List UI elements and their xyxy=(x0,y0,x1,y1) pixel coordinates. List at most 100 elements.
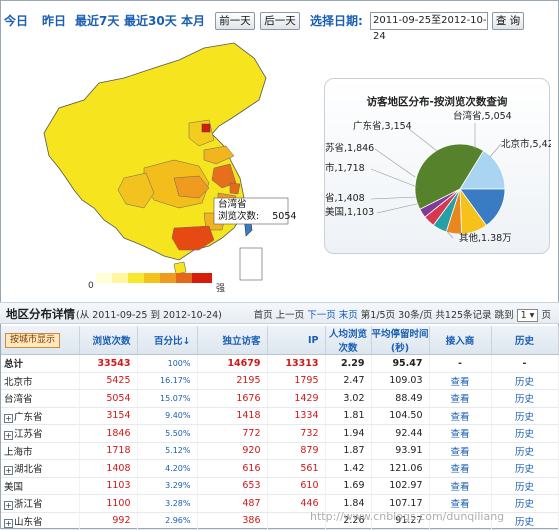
region-beijing[interactable] xyxy=(201,123,211,133)
col-city-toggle[interactable]: 按城市显示 xyxy=(1,326,80,355)
table-row: + 山东省 992 2.96% 386 2.26 91.27 历史 xyxy=(1,512,559,530)
isp-link[interactable]: 查看 xyxy=(429,459,492,478)
query-button[interactable]: 查 询 xyxy=(492,12,524,30)
total-name: 总计 xyxy=(1,354,80,373)
ip-value: 610 xyxy=(267,477,326,495)
page-select[interactable]: 1 ▾ xyxy=(516,309,539,322)
unique-value: 1676 xyxy=(197,389,268,408)
isp-link[interactable]: 查看 xyxy=(429,494,492,513)
isp-link[interactable]: 查看 xyxy=(429,442,492,460)
views-value: 5425 xyxy=(79,372,138,390)
region-shanghai[interactable] xyxy=(229,182,241,195)
percent-value: 3.29% xyxy=(137,477,198,495)
col-unique[interactable]: 独立访客 xyxy=(197,326,268,355)
expand-plus-icon[interactable]: + xyxy=(4,518,13,528)
ip-value: 879 xyxy=(267,442,326,460)
col-avg-stay[interactable]: 平均停留时间(秒) xyxy=(371,326,430,355)
range-this-month[interactable]: 本月 xyxy=(181,14,206,28)
range-last-7-days[interactable]: 最近7天 xyxy=(75,14,120,28)
pie-title: 访客地区分布-按浏览次数查询 xyxy=(366,96,508,108)
avg-views-value: 1.84 xyxy=(325,494,372,513)
col-avg-views[interactable]: 人均浏览次数 xyxy=(325,326,372,355)
col-views[interactable]: 浏览次数 xyxy=(79,326,138,355)
total-row: 总计 33543 100% 14679 13313 2.29 95.47 - - xyxy=(1,354,559,373)
map-tooltip xyxy=(213,197,289,225)
region-name-text: 广东省 xyxy=(14,411,43,423)
isp-link[interactable]: 查看 xyxy=(429,477,492,495)
pie-label: 其他,1.38万 xyxy=(459,232,512,244)
ip-value: 732 xyxy=(267,424,326,443)
unique-value: 653 xyxy=(197,477,268,495)
pie-label: 北京市,5,42 xyxy=(501,138,551,150)
pager-prev[interactable]: 上一页 xyxy=(275,310,305,321)
col-ip[interactable]: IP xyxy=(267,326,326,355)
region-hubei[interactable] xyxy=(173,175,210,199)
city-toggle-button[interactable]: 按城市显示 xyxy=(5,332,61,348)
pie-slice[interactable] xyxy=(459,150,506,190)
history-link[interactable]: 历史 xyxy=(491,494,559,513)
history-link[interactable]: 历史 xyxy=(491,407,559,425)
isp-link[interactable]: 查看 xyxy=(429,407,492,425)
next-day-button[interactable]: 后一天 xyxy=(260,12,300,30)
history-link[interactable]: 历史 xyxy=(491,442,559,460)
total-views: 33543 xyxy=(79,354,138,373)
unique-value: 386 xyxy=(197,512,268,530)
region-name: + 江苏省 xyxy=(1,424,80,443)
unique-value: 487 xyxy=(197,494,268,513)
expand-plus-icon[interactable]: + xyxy=(4,466,13,476)
avg-views-value: 1.42 xyxy=(325,459,372,478)
percent-value: 15.07% xyxy=(137,389,198,408)
col-percent[interactable]: 百分比↓ xyxy=(137,326,198,355)
expand-plus-icon[interactable]: + xyxy=(4,501,13,511)
isp-link[interactable]: 查看 xyxy=(429,372,492,390)
pie-slice[interactable] xyxy=(414,143,485,210)
percent-value: 16.17% xyxy=(137,372,198,390)
isp-link[interactable]: 查看 xyxy=(429,389,492,408)
unique-value: 772 xyxy=(197,424,268,443)
details-title: 地区分布详情 xyxy=(6,307,75,321)
date-range-input[interactable]: 2011-09-25至2012-10-24 xyxy=(370,12,488,42)
region-name: + 山东省 xyxy=(1,512,80,530)
total-unique: 14679 xyxy=(197,354,268,373)
map-tooltip-text: 台湾省 浏览次数: 5054 xyxy=(218,199,296,223)
avg-views-value: 1.69 xyxy=(325,477,372,495)
avg-stay-value: 93.91 xyxy=(371,442,430,460)
avg-views-value: 1.94 xyxy=(325,424,372,443)
table-header-row: 按城市显示 浏览次数 百分比↓ 独立访客 IP 人均浏览次数 平均停留时间(秒)… xyxy=(1,326,559,355)
views-value: 5054 xyxy=(79,389,138,408)
china-outline[interactable] xyxy=(43,42,267,261)
region-name-text: 江苏省 xyxy=(14,429,43,441)
prev-day-button[interactable]: 前一天 xyxy=(215,12,255,30)
region-jiangsu[interactable] xyxy=(211,163,237,189)
range-today[interactable]: 今日 xyxy=(4,14,29,28)
region-hainan[interactable] xyxy=(173,261,187,275)
ip-value: 1429 xyxy=(267,389,326,408)
isp-link[interactable]: 查看 xyxy=(429,424,492,443)
region-guangdong[interactable] xyxy=(171,225,215,251)
percent-value: 5.12% xyxy=(137,442,198,460)
range-last-30-days[interactable]: 最近30天 xyxy=(124,14,177,28)
pager-next[interactable]: 下一页 xyxy=(307,310,336,321)
history-link[interactable]: 历史 xyxy=(491,389,559,408)
expand-plus-icon[interactable]: + xyxy=(4,413,13,423)
history-link[interactable]: 历史 xyxy=(491,459,559,478)
unique-value: 1418 xyxy=(197,407,268,425)
pager-last[interactable]: 末页 xyxy=(338,310,358,321)
legend-gradient xyxy=(96,273,212,283)
expand-plus-icon[interactable]: + xyxy=(4,431,13,441)
tooltip-value: 5054 xyxy=(272,211,297,222)
history-link[interactable]: 历史 xyxy=(491,477,559,495)
col-isp: 接入商 xyxy=(429,326,492,355)
history-link[interactable]: 历史 xyxy=(491,424,559,443)
pie-label: 市,1,718 xyxy=(325,162,365,174)
tooltip-label: 浏览次数: xyxy=(218,211,260,222)
history-link[interactable]: 历史 xyxy=(491,372,559,390)
pager-first[interactable]: 首页 xyxy=(253,310,273,321)
range-yesterday[interactable]: 昨日 xyxy=(42,14,67,28)
ip-value: 446 xyxy=(267,494,326,513)
region-sichuan[interactable] xyxy=(117,172,155,209)
table-row: + 广东省 3154 9.40% 1418 1334 1.81 104.50 查看 历史 xyxy=(1,407,559,425)
region-shandong[interactable] xyxy=(203,145,235,165)
avg-views-value: 1.81 xyxy=(325,407,372,425)
region-table: 按城市显示 浏览次数 百分比↓ 独立访客 IP 人均浏览次数 平均停留时间(秒)… xyxy=(1,326,559,530)
